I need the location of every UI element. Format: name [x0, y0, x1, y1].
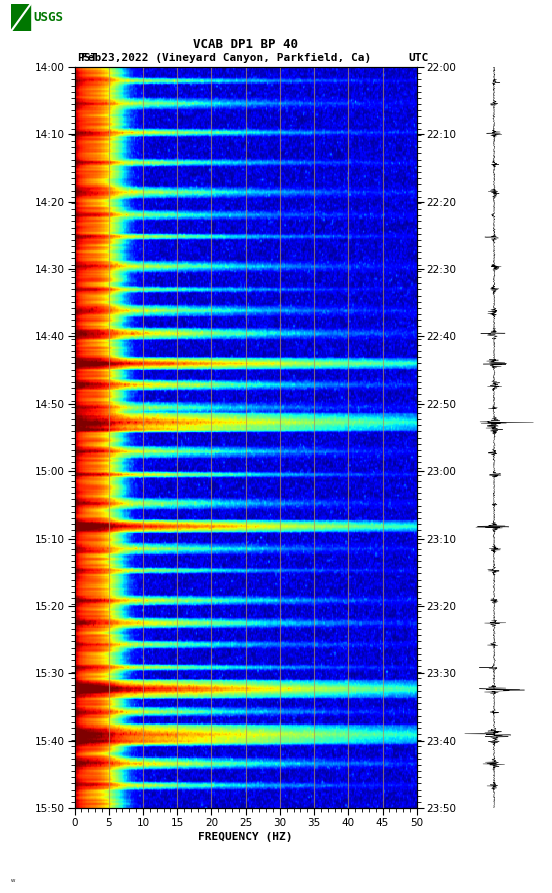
Text: PST: PST: [77, 53, 98, 63]
Text: UTC: UTC: [408, 53, 429, 63]
Text: ᵂ: ᵂ: [11, 880, 15, 886]
X-axis label: FREQUENCY (HZ): FREQUENCY (HZ): [198, 832, 293, 842]
Text: VCAB DP1 BP 40: VCAB DP1 BP 40: [193, 38, 298, 52]
Bar: [11, 4, 30, 31]
Text: USGS: USGS: [33, 12, 63, 24]
Text: Feb23,2022 (Vineyard Canyon, Parkfield, Ca): Feb23,2022 (Vineyard Canyon, Parkfield, …: [81, 53, 371, 63]
